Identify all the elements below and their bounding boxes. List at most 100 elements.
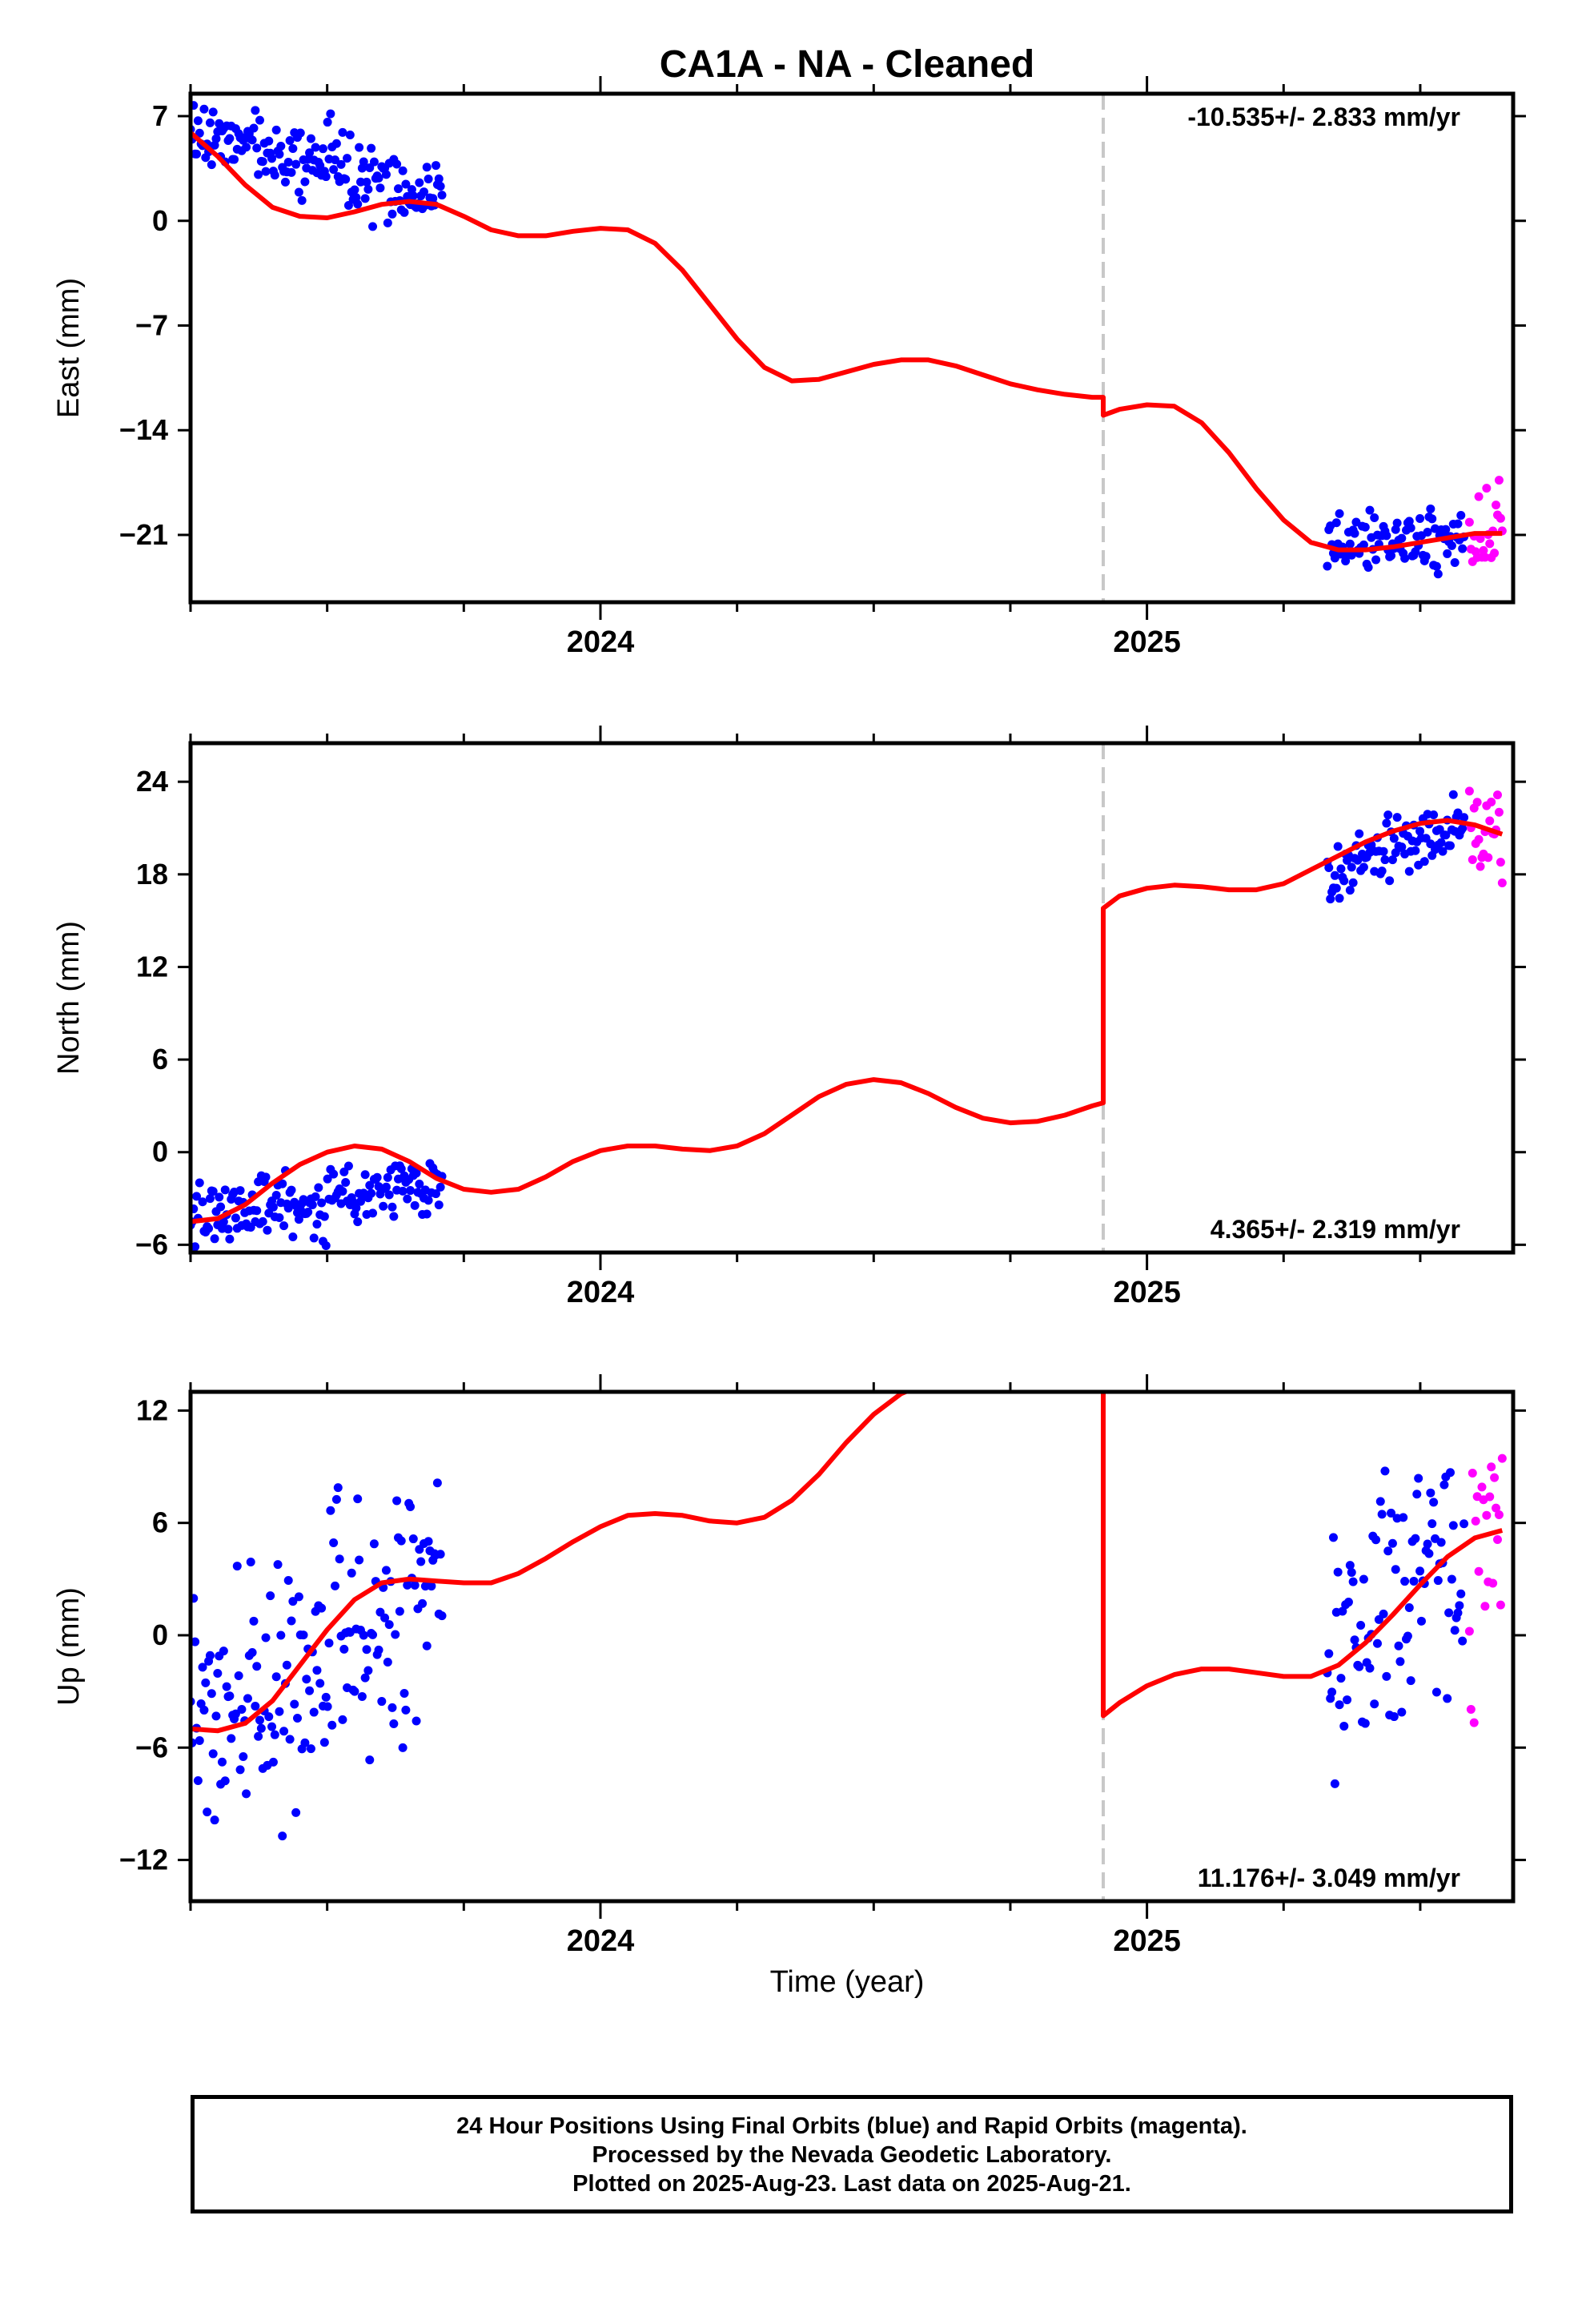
up-final-point	[389, 1719, 399, 1729]
up-final-point	[217, 1757, 227, 1767]
north-final-point	[389, 1212, 399, 1221]
east-final-point	[369, 157, 379, 167]
east-final-point	[336, 159, 346, 169]
east-final-point	[436, 182, 445, 191]
up-rapid-point	[1485, 1492, 1495, 1502]
east-final-point	[1323, 561, 1332, 571]
up-final-point	[210, 1815, 219, 1825]
east-final-point	[258, 157, 267, 167]
up-final-point	[384, 1620, 394, 1630]
up-final-point	[1444, 1608, 1454, 1618]
up-final-point	[416, 1557, 426, 1566]
up-final-point	[422, 1641, 432, 1651]
up-final-point	[1439, 1480, 1449, 1490]
north-final-point	[343, 1161, 353, 1171]
up-final-point	[319, 1738, 329, 1747]
up-rapid-point	[1471, 1516, 1480, 1526]
up-final-point	[279, 1727, 289, 1736]
up-final-point	[1429, 1498, 1439, 1507]
up-final-point	[329, 1538, 339, 1548]
east-final-point	[254, 170, 263, 179]
east-final-point	[393, 184, 403, 194]
north-final-point	[365, 1180, 375, 1190]
north-model-line	[191, 818, 1504, 1224]
east-final-point	[1365, 505, 1375, 515]
up-final-point	[1448, 1521, 1458, 1530]
east-final-point	[1415, 514, 1425, 524]
up-final-point	[305, 1686, 315, 1695]
north-final-point	[424, 1196, 433, 1205]
up-final-point	[1327, 1687, 1337, 1697]
up-final-point	[387, 1703, 397, 1712]
up-final-point	[1343, 1695, 1352, 1705]
up-final-point	[1400, 1577, 1410, 1586]
up-final-point	[267, 1722, 277, 1731]
up-final-point	[1424, 1549, 1434, 1558]
north-ytick-label: 24	[136, 765, 168, 798]
east-final-point	[280, 177, 290, 187]
up-rapid-point	[1469, 1718, 1479, 1727]
up-final-point	[1411, 1534, 1420, 1543]
up-final-point	[360, 1673, 370, 1683]
up-final-point	[1377, 1510, 1387, 1519]
north-final-point	[379, 1201, 388, 1211]
up-final-point	[374, 1645, 383, 1655]
east-final-point	[343, 154, 352, 163]
east-ytick-label: −21	[119, 518, 168, 551]
panel-up: 12 6 0 −6 −12 2024 2025 Up (mm) 11.176+/- 3.049 …	[52, 1374, 1526, 1958]
east-final-point	[285, 136, 295, 146]
up-final-point	[247, 1648, 257, 1658]
up-final-point	[1387, 1508, 1396, 1518]
east-final-point	[1423, 527, 1432, 537]
north-final-point	[235, 1186, 245, 1196]
north-final-point	[294, 1215, 303, 1224]
east-final-point	[1447, 541, 1456, 550]
east-model-line	[191, 131, 1503, 553]
up-final-point	[243, 1694, 252, 1703]
east-final-point	[401, 179, 411, 189]
up-final-point	[271, 1672, 281, 1682]
up-final-point	[324, 1638, 334, 1648]
up-rapid-point	[1468, 1468, 1477, 1478]
panel-north: 24 18 12 6 0 −6 2024 2025 North (mm) 4.365+/- 2.3…	[52, 726, 1526, 1309]
up-final-point	[1395, 1657, 1405, 1667]
east-final-point	[1421, 552, 1431, 561]
up-final-point	[278, 1831, 287, 1841]
north-ytick-label: 18	[136, 858, 168, 891]
east-rapid-point	[1494, 476, 1504, 485]
up-final-point	[300, 1738, 310, 1747]
north-final-point	[383, 1172, 392, 1182]
east-final-point	[355, 143, 364, 152]
north-final-point	[1326, 895, 1335, 904]
up-final-point	[333, 1483, 343, 1493]
north-final-point	[314, 1183, 323, 1192]
up-final-point	[1455, 1601, 1464, 1610]
up-rapid-point	[1492, 1534, 1502, 1544]
up-final-point	[392, 1496, 402, 1506]
up-final-point	[1328, 1533, 1338, 1542]
north-final-point	[1331, 883, 1341, 893]
up-final-point	[211, 1711, 221, 1721]
east-final-point	[295, 128, 305, 138]
north-final-point	[1355, 829, 1364, 838]
east-final-point	[1370, 513, 1379, 523]
up-final-point	[1445, 1468, 1455, 1478]
east-final-point	[1331, 518, 1341, 528]
up-final-point	[1450, 1626, 1460, 1635]
north-final-point	[1415, 826, 1425, 836]
north-rapid-point	[1484, 853, 1493, 862]
north-final-point	[319, 1212, 329, 1221]
up-final-point	[1431, 1687, 1441, 1697]
up-final-point	[380, 1613, 390, 1622]
up-final-point	[205, 1651, 215, 1660]
north-final-point	[283, 1204, 293, 1213]
up-final-point	[222, 1682, 231, 1691]
up-final-point	[290, 1699, 299, 1709]
up-final-point	[237, 1705, 247, 1715]
north-final-point	[1335, 894, 1344, 903]
north-final-point	[1436, 838, 1446, 847]
up-final-point	[1399, 1513, 1408, 1522]
up-final-point	[268, 1757, 278, 1767]
up-rapid-point	[1482, 1510, 1492, 1520]
